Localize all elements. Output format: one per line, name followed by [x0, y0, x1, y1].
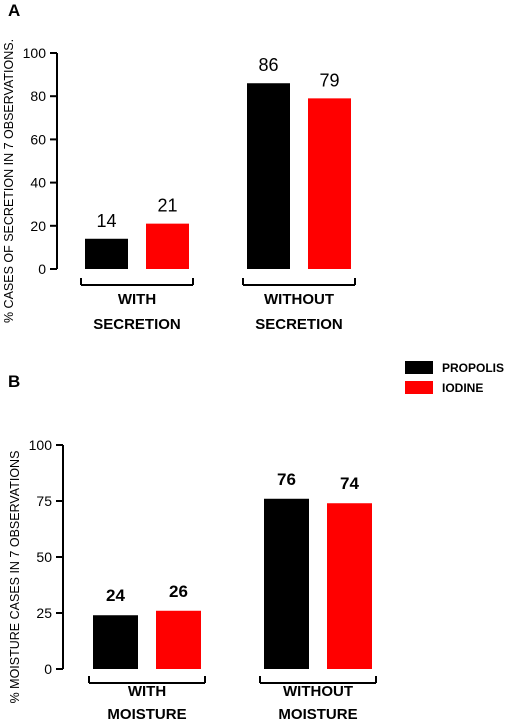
chart-panel-a: 0 20 40 60 80 100 % CASES OF SECRETION IN 7 OB…: [2, 39, 356, 333]
y-tick-label: 40: [30, 175, 46, 191]
bar-propolis-2: [264, 498, 309, 669]
legend: PROPOLIS IODINE: [405, 361, 504, 395]
y-tick-label: 60: [30, 131, 46, 147]
y-axis-title: % CASES OF SECRETION IN 7 OBSERVATIONS.: [2, 39, 16, 323]
bar-propolis-1: [85, 238, 128, 269]
y-tick-label: 25: [36, 605, 52, 621]
y-tick-label: 50: [36, 549, 52, 565]
data-label: 14: [96, 211, 116, 231]
legend-swatch-iodine: [405, 381, 433, 394]
y-tick-label: 100: [23, 45, 47, 61]
x-category-label: SECRETION: [93, 316, 181, 333]
x-category-label: MOISTURE: [107, 706, 186, 723]
bar-iodine-1: [146, 223, 189, 269]
legend-label-iodine: IODINE: [442, 381, 483, 395]
bar-iodine-2: [308, 98, 351, 269]
y-axis-title: % MOISTURE CASES IN 7 OBSERVATIONS: [8, 451, 22, 704]
bar-propolis-1: [93, 615, 138, 669]
data-label: 86: [258, 55, 278, 75]
x-category-label: WITH: [128, 683, 166, 700]
data-label: 74: [340, 474, 359, 493]
panel-label-b: B: [8, 372, 20, 391]
x-category-label: WITHOUT: [283, 683, 353, 700]
data-label: 76: [277, 470, 296, 489]
bar-iodine-1: [156, 610, 201, 669]
legend-label-propolis: PROPOLIS: [442, 361, 504, 375]
data-label: 24: [106, 586, 125, 605]
chart-panel-b: 0 25 50 75 100 % MOISTURE CASES IN 7 OBSERVAT…: [8, 437, 377, 723]
panel-label-a: A: [8, 1, 20, 20]
y-tick-label: 0: [38, 261, 46, 277]
data-label: 21: [157, 196, 177, 216]
y-tick-label: 20: [30, 218, 46, 234]
y-tick-label: 75: [36, 493, 52, 509]
x-category-label: WITH: [118, 291, 156, 308]
legend-swatch-propolis: [405, 361, 433, 374]
y-tick-label: 100: [29, 437, 53, 453]
x-category-label: WITHOUT: [264, 291, 334, 308]
bar-iodine-2: [327, 503, 372, 669]
x-category-label: SECRETION: [255, 316, 343, 333]
y-tick-label: 80: [30, 88, 46, 104]
data-label: 26: [169, 582, 188, 601]
data-label: 79: [319, 70, 339, 90]
bar-propolis-2: [247, 83, 290, 270]
x-category-label: MOISTURE: [278, 706, 357, 723]
y-tick-label: 0: [44, 661, 52, 677]
